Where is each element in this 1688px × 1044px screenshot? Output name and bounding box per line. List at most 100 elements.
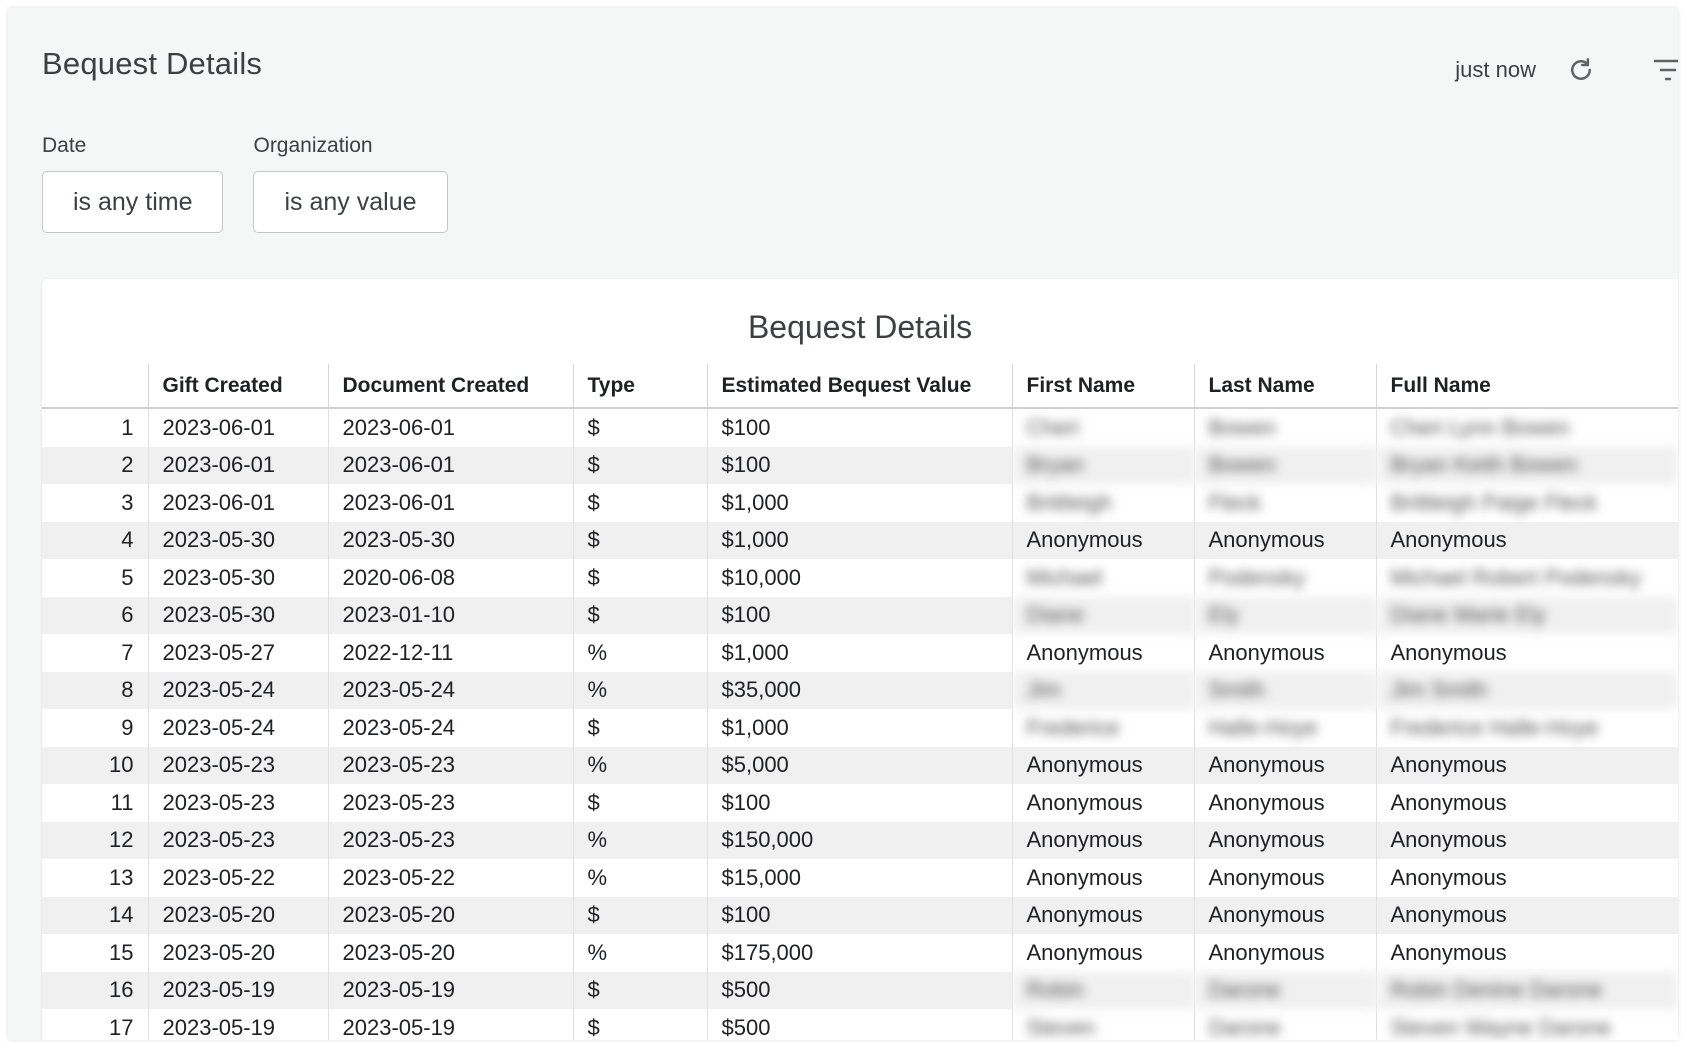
date-filter-button[interactable]: is any time	[42, 171, 224, 233]
first-name-cell: Cheri	[1011, 408, 1194, 447]
row-index-cell: 8	[42, 671, 148, 709]
gift-created-cell: 2023-05-23	[147, 784, 328, 822]
estimated-value-cell: $100	[706, 784, 1012, 822]
date-filter-label: Date	[42, 134, 87, 157]
table-row[interactable]: 8 2023-05-24 2023-05-24% $35,000 Jim Smith Jim…	[42, 671, 1678, 709]
estimated-value-cell: $15,000	[706, 859, 1012, 897]
estimated-value-cell: $5,000	[706, 746, 1012, 784]
column-header-full-name[interactable]: Full Name	[1375, 364, 1678, 409]
type-cell: $	[572, 559, 707, 597]
table-header-row: Gift Created Document Created Type Estim…	[42, 364, 1678, 409]
last-name-cell: Anonymous	[1193, 784, 1376, 822]
table-row[interactable]: 6 2023-05-30 2023-01-10 $ $100 Diane Ely Diane …	[42, 596, 1678, 634]
estimated-value-cell: $10,000	[706, 559, 1012, 597]
filter-icon[interactable]	[1652, 57, 1678, 83]
last-name-cell: Anonymous	[1193, 821, 1376, 859]
type-cell: %	[572, 821, 707, 859]
type-cell: %	[572, 859, 707, 897]
full-name-cell: Anonymous	[1375, 896, 1678, 934]
gift-created-cell: 2023-05-30	[147, 559, 328, 597]
full-name-cell: Anonymous	[1375, 746, 1678, 784]
last-name-cell: Anonymous	[1193, 746, 1376, 784]
table-row[interactable]: 2 2023-06-01 2023-06-01 $ $100 Bryan Bowen Brya…	[42, 446, 1678, 484]
type-cell: %	[572, 634, 707, 672]
tile-title: Bequest Details	[747, 309, 973, 345]
last-name-cell: Smith	[1193, 671, 1376, 709]
table-row[interactable]: 1 2023-06-01 2023-06-01 $ $100 Cheri Bowen Cher…	[42, 408, 1678, 447]
estimated-value-cell: $150,000	[706, 821, 1012, 859]
table-row[interactable]: 11 2023-05-23 2023-05-23 $ $100 Anonymous Anon…	[42, 784, 1678, 822]
row-index-cell: 5	[121, 564, 134, 590]
last-name-cell: Anonymous	[1193, 859, 1376, 897]
dashboard-controls: just now	[1455, 50, 1678, 90]
table-row[interactable]: 9 2023-05-24 2023-05-24 $ $1,000 Frederice Hal…	[42, 709, 1678, 747]
full-name-cell: Anonymous	[1375, 859, 1678, 897]
last-name-cell: Podensky	[1193, 559, 1376, 597]
estimated-value-cell: $500	[706, 1009, 1012, 1040]
row-index-cell: 11	[110, 789, 134, 815]
full-name-cell: Anonymous	[1375, 934, 1678, 972]
gift-created-cell: 2023-05-30	[147, 596, 328, 634]
document-created-cell: 2023-06-01	[327, 446, 573, 484]
estimated-value-cell: $100	[706, 896, 1012, 934]
estimated-value-cell: $1,000	[706, 484, 1012, 522]
first-name-cell: Anonymous	[1011, 821, 1194, 859]
table-row[interactable]: 15 2023-05-20 2023-05-20% $175,000 Anonymous…	[42, 934, 1678, 972]
last-name-cell: Bowen	[1193, 446, 1376, 484]
table-row[interactable]: 10 2023-05-23 2023-05-23% $5,000 Anonymous An…	[42, 746, 1678, 784]
table-row[interactable]: 7 2023-05-27 2022-12-11% $1,000 Anonymous Ano…	[42, 634, 1678, 672]
type-cell: %	[572, 934, 707, 972]
type-cell: $	[572, 709, 707, 747]
column-header-estimated-bequest-value[interactable]: Estimated Bequest Value	[706, 364, 1012, 409]
table-row[interactable]: 14 2023-05-20 2023-05-20 $ $100 Anonymous Anon…	[42, 896, 1678, 934]
full-name-cell: Anonymous	[1375, 821, 1678, 859]
estimated-value-cell: $1,000	[706, 709, 1012, 747]
last-name-cell: Darone	[1193, 971, 1376, 1009]
first-name-cell: Michael	[1011, 559, 1194, 597]
document-created-cell: 2022-12-11	[327, 634, 573, 672]
bequest-table: Gift Created Document Created Type Estim…	[42, 364, 1678, 1040]
document-created-cell: 2023-05-20	[327, 896, 573, 934]
first-name-cell: Bryan	[1011, 446, 1194, 484]
last-name-cell: Anonymous	[1193, 934, 1376, 972]
row-index-cell: 6	[42, 596, 148, 634]
column-header-first-name[interactable]: First Name	[1011, 364, 1194, 409]
document-created-cell: 2023-06-01	[327, 484, 573, 522]
table-row[interactable]: 13 2023-05-22 2023-05-22% $15,000 Anonymous A…	[42, 859, 1678, 897]
table-row[interactable]: 16 2023-05-19 2023-05-19 $ $500 Robin Darone Ro…	[42, 971, 1678, 1009]
last-name-cell: Anonymous	[1193, 521, 1376, 559]
estimated-value-cell: $100	[706, 408, 1012, 447]
first-name-cell: Robin	[1011, 971, 1194, 1009]
last-name-cell: Darone	[1193, 1009, 1376, 1040]
table-row[interactable]: 3 2023-06-01 2023-06-01 $ $1,000 Brittleigh Fl…	[42, 484, 1678, 522]
document-created-cell: 2023-05-23	[327, 746, 573, 784]
bequest-details-tile: Bequest Details Gift Created Document Cr…	[42, 279, 1678, 1040]
column-header-last-name[interactable]: Last Name	[1193, 364, 1376, 409]
full-name-cell: Michael Robert Podensky	[1375, 559, 1678, 597]
table-row[interactable]: 4 2023-05-30 2023-05-30 $ $1,000 Anonymous Ano…	[42, 521, 1678, 559]
column-header-type[interactable]: Type	[572, 364, 707, 409]
full-name-cell: Anonymous	[1375, 784, 1678, 822]
last-updated-text: just now	[1455, 57, 1536, 82]
estimated-value-cell: $1,000	[706, 521, 1012, 559]
column-header-document-created[interactable]: Document Created	[327, 364, 573, 409]
estimated-value-cell: $35,000	[706, 671, 1012, 709]
organization-filter-button[interactable]: is any value	[253, 171, 448, 233]
table-row[interactable]: 12 2023-05-23 2023-05-23% $150,000 Anonymous…	[42, 821, 1678, 859]
gift-created-cell: 2023-05-30	[147, 521, 328, 559]
column-header-gift-created[interactable]: Gift Created	[147, 364, 328, 409]
row-index-cell: 4	[42, 521, 148, 559]
refresh-icon[interactable]	[1566, 55, 1596, 85]
type-cell: $	[572, 596, 707, 634]
full-name-cell: Frederice Halle-Hoye	[1375, 709, 1678, 747]
table-row[interactable]: 5 2023-05-30 2020-06-08 $ $10,000 Michael Pode…	[42, 559, 1678, 597]
type-cell: $	[572, 1009, 707, 1040]
gift-created-cell: 2023-05-19	[147, 1009, 328, 1040]
first-name-cell: Steven	[1011, 1009, 1194, 1040]
table-row[interactable]: 17 2023-05-19 2023-05-19 $ $500 Steven Darone S…	[42, 1009, 1678, 1040]
type-cell: $	[572, 784, 707, 822]
dashboard: Bequest Details just now Date is any tim…	[8, 8, 1678, 1040]
first-name-cell: Anonymous	[1011, 784, 1194, 822]
document-created-cell: 2023-05-24	[327, 671, 573, 709]
estimated-value-cell: $100	[706, 596, 1012, 634]
